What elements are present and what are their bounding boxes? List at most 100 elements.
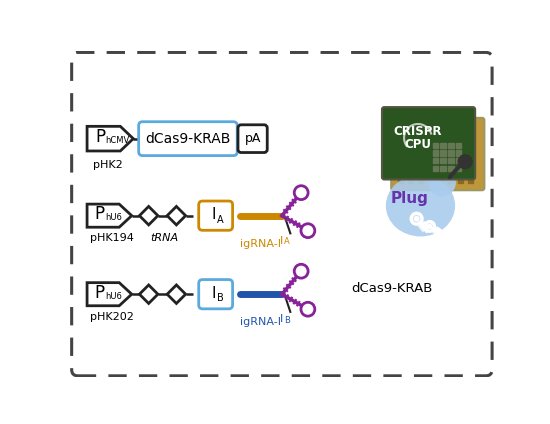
Text: dCas9-KRAB: dCas9-KRAB — [145, 132, 230, 146]
Bar — [428, 179, 433, 183]
Bar — [438, 160, 443, 165]
Bar — [428, 160, 433, 165]
Text: CRISPR: CRISPR — [394, 125, 442, 137]
Bar — [398, 179, 403, 183]
Bar — [428, 142, 433, 146]
Text: dCas9-KRAB: dCas9-KRAB — [351, 282, 432, 295]
Bar — [458, 142, 463, 146]
FancyBboxPatch shape — [199, 201, 233, 230]
Bar — [438, 170, 443, 174]
Circle shape — [294, 264, 308, 278]
Bar — [408, 151, 412, 156]
Bar — [408, 170, 412, 174]
Bar — [428, 151, 433, 156]
Bar — [418, 170, 423, 174]
Bar — [468, 160, 473, 165]
Text: hCMV: hCMV — [106, 137, 130, 145]
FancyBboxPatch shape — [72, 53, 492, 376]
Bar — [433, 150, 438, 156]
Bar — [468, 132, 473, 137]
Polygon shape — [87, 283, 132, 306]
Bar — [428, 132, 433, 137]
Bar — [458, 132, 463, 137]
Circle shape — [428, 224, 432, 229]
Bar — [433, 142, 438, 148]
Bar — [456, 142, 461, 148]
Text: tRNA: tRNA — [150, 233, 178, 243]
Bar — [418, 160, 423, 165]
FancyBboxPatch shape — [139, 122, 237, 156]
Text: A: A — [217, 215, 224, 225]
Circle shape — [301, 224, 315, 237]
Text: P: P — [95, 284, 104, 301]
Text: pHK202: pHK202 — [90, 312, 134, 322]
Text: P: P — [95, 205, 104, 223]
Bar — [468, 170, 473, 174]
Text: I: I — [279, 236, 283, 245]
Text: CPU: CPU — [404, 138, 431, 151]
Bar — [418, 132, 423, 137]
Circle shape — [458, 155, 472, 169]
Text: igRNA-I: igRNA-I — [240, 317, 280, 327]
Text: Plug: Plug — [390, 191, 428, 206]
Circle shape — [301, 302, 315, 316]
Bar — [458, 151, 463, 156]
Bar — [398, 151, 403, 156]
Bar — [456, 158, 461, 163]
Bar — [398, 160, 403, 165]
Bar — [448, 132, 453, 137]
Bar — [433, 158, 438, 163]
Text: pHK194: pHK194 — [90, 233, 134, 243]
Bar — [448, 170, 453, 174]
Bar — [398, 142, 403, 146]
Polygon shape — [87, 204, 132, 227]
Text: pHK2: pHK2 — [93, 160, 123, 170]
Bar — [438, 132, 443, 137]
Polygon shape — [167, 285, 186, 304]
Polygon shape — [167, 206, 186, 225]
Circle shape — [414, 216, 419, 221]
Bar — [408, 132, 412, 137]
FancyBboxPatch shape — [199, 279, 233, 309]
Bar — [456, 166, 461, 171]
Bar — [418, 179, 423, 183]
Bar — [468, 179, 473, 183]
Bar — [448, 150, 454, 156]
Bar — [458, 170, 463, 174]
Bar — [438, 142, 443, 146]
Text: hU6: hU6 — [105, 213, 122, 223]
Text: hU6: hU6 — [105, 292, 122, 301]
Bar — [441, 158, 446, 163]
FancyBboxPatch shape — [382, 107, 475, 179]
Bar — [433, 166, 438, 171]
Text: B: B — [217, 293, 224, 303]
Bar — [398, 132, 403, 137]
Text: I: I — [212, 286, 216, 301]
Bar — [441, 150, 446, 156]
Bar — [418, 142, 423, 146]
Bar — [448, 160, 453, 165]
Bar — [456, 150, 461, 156]
Bar — [398, 170, 403, 174]
Ellipse shape — [386, 175, 455, 237]
Bar — [441, 142, 446, 148]
Text: P: P — [95, 128, 105, 146]
Bar — [468, 142, 473, 146]
Circle shape — [428, 169, 456, 196]
Text: pA: pA — [244, 132, 261, 145]
Polygon shape — [140, 285, 158, 304]
Bar — [458, 160, 463, 165]
Bar — [448, 142, 453, 146]
Bar — [448, 158, 454, 163]
Polygon shape — [140, 206, 158, 225]
Text: I: I — [279, 314, 283, 324]
Text: I: I — [212, 207, 216, 223]
Bar — [448, 142, 454, 148]
Text: B: B — [284, 316, 290, 325]
Bar — [408, 142, 412, 146]
Bar — [438, 151, 443, 156]
Bar — [418, 151, 423, 156]
Polygon shape — [87, 126, 133, 151]
Bar — [448, 179, 453, 183]
Bar — [448, 166, 454, 171]
